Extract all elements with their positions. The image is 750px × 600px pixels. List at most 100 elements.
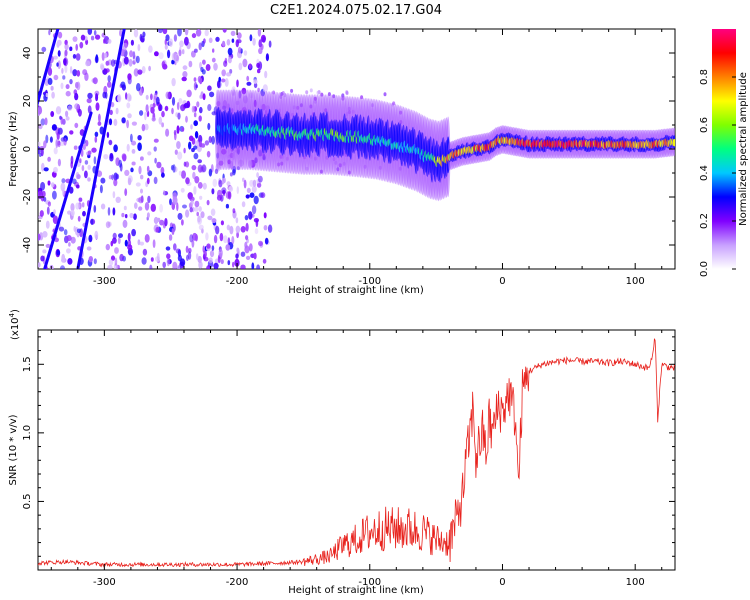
spectrogram-cell [204,29,209,37]
spectrogram-cell [150,203,156,212]
spectrogram-cell [174,131,177,141]
spectrogram-cell [161,110,165,118]
spectrogram-cell [97,121,102,126]
spectrogram-cell [214,168,219,174]
spectrogram-cell [58,31,63,39]
spectrogram-cell [212,48,215,53]
spectrogram-cell [240,226,246,233]
spectrogram-xlabel: Height of straight line (km) [288,285,424,296]
spectrogram-cell [246,187,251,194]
spectrogram-streak [76,29,126,269]
spectrogram-cell [226,39,231,46]
spectrogram-cell [257,29,262,37]
spectrogram-cell [198,42,202,51]
spectrogram-xtick-label: 0 [499,276,505,287]
spectrogram-cell [188,135,194,142]
spectrogram-cell [47,156,51,162]
spectrogram-cell [124,214,128,219]
spectrogram-cell [61,67,64,74]
spectrogram-cell [57,127,63,135]
spectrogram-cell [225,244,231,251]
spectrogram-cell [127,113,132,119]
spectrogram-cell [77,215,81,222]
spectrogram-cell [43,140,47,149]
spectrogram-cell [253,195,259,205]
spectrogram-cell [177,112,181,120]
spectrogram-cell [108,118,113,126]
spectrogram-cell [74,181,79,187]
spectrogram-cell [197,182,203,189]
spectrogram-marks [38,29,675,269]
spectrogram-cell [207,215,213,221]
spectrogram-cell [185,209,190,218]
spectrogram-cell [182,71,188,78]
spectrogram-cell [207,104,212,111]
spectrogram-cell [121,212,125,218]
spectrogram-cell [258,175,263,183]
spectrogram-cell [84,160,89,165]
spectrogram-cell [191,33,197,39]
colorbar-label: Normalized spectral amplitude [738,72,749,226]
spectrogram-cell [144,111,147,121]
spectrogram-cell [171,96,176,106]
spectrogram-cell [221,187,227,194]
spectrogram-cell [188,60,193,68]
spectrogram-cell [166,253,171,259]
spectrogram-cell [72,36,78,42]
spectrogram-cell [78,197,83,202]
spectrogram-cell [206,199,210,206]
spectrogram-cell [139,110,144,116]
chart-title: C2E1.2024.075.02.17.G04 [270,3,442,18]
spectrogram-cell [235,253,239,259]
spectrogram-cell [232,208,236,214]
snr-marks [38,338,675,568]
spectrogram-ytick-label: 0 [22,146,33,152]
spectrogram-cell [51,124,58,131]
spectrogram-cell [75,53,81,61]
spectrogram-cell [43,167,49,172]
spectrogram-cell [242,177,245,182]
spectrogram-cell [262,258,267,264]
spectrogram-cell [87,29,93,35]
spectrogram-cell [227,190,232,200]
spectrogram-cell [222,40,226,47]
spectrogram-cell [94,131,99,137]
spectrogram-cell [249,179,254,187]
spectrogram-cell [85,139,89,147]
spectrogram-cell [199,61,202,69]
spectrogram-cell [196,211,199,217]
spectrogram-cell [218,179,223,188]
spectrogram-cell [60,265,65,269]
spectrogram-cell [243,50,248,56]
spectrogram-cell [219,232,224,242]
spectrogram-cell [185,115,188,123]
spectrogram-cell [204,140,210,146]
spectrogram-cell [50,111,55,117]
spectrogram-cell [153,176,158,185]
spectrogram-cell [40,181,46,191]
spectrogram-cell [213,262,219,269]
spectrogram-cell [115,173,120,180]
spectrogram-cell [38,106,43,115]
spectrogram-cell [51,91,55,99]
spectrogram-cell [38,141,41,147]
spectrogram-cell [109,154,114,162]
spectrogram-cell [131,140,137,146]
spectrogram-cell [206,243,211,249]
spectrogram-cell [156,161,162,169]
spectrogram-cell [91,147,97,153]
spectrogram-cell [209,91,215,98]
spectrogram-cell [118,233,123,239]
spectrogram-cell [65,116,70,121]
spectrogram-cell [133,68,139,77]
spectrogram-cell [201,164,207,173]
spectrogram-cell [166,257,170,267]
spectrogram-cell [146,177,150,185]
spectrogram-cell [232,261,235,268]
spectrogram-cell [130,39,134,46]
spectrogram-cell [82,210,86,217]
spectrogram-cell [141,66,146,74]
spectrogram-cell [262,36,266,43]
spectrogram-cell [256,62,260,68]
